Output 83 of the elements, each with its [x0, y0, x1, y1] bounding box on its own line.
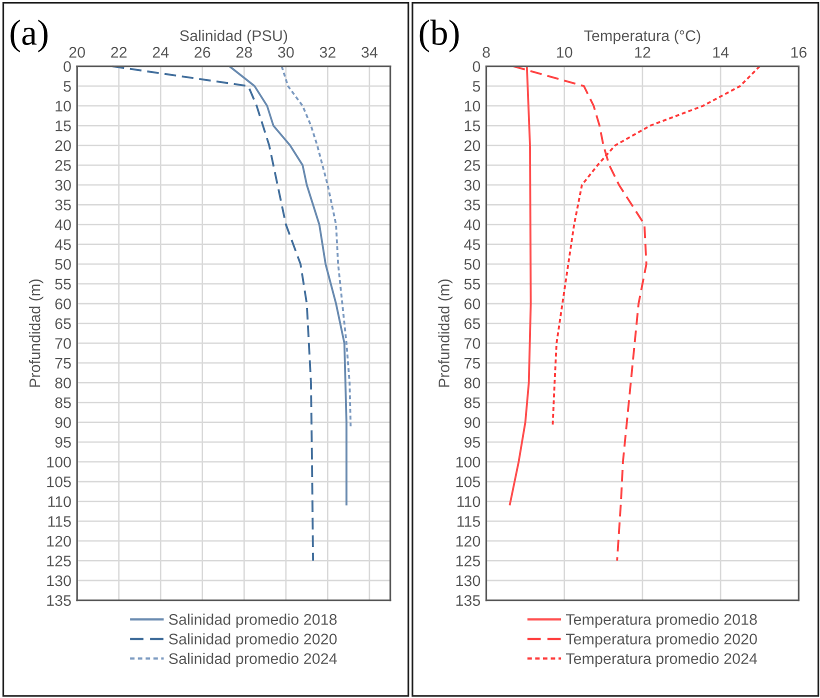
- y-tick-label: 60: [464, 298, 480, 310]
- y-tick-label: 10: [464, 100, 480, 112]
- y-tick-label: 135: [456, 595, 480, 606]
- y-tick-label: 105: [47, 476, 71, 488]
- x-tick-label: 14: [713, 47, 729, 58]
- x-tick-label: 10: [557, 46, 572, 58]
- y-tick-label: 55: [55, 278, 71, 290]
- y-tick-label: 20: [55, 140, 71, 152]
- x-tick-label: 26: [194, 46, 210, 58]
- y-tick-label: 45: [54, 239, 71, 250]
- y-axis-title: Profundidad (m): [29, 279, 44, 387]
- x-tick-label: 22: [111, 46, 127, 58]
- y-tick-label: 80: [464, 378, 480, 388]
- y-tick-label: 15: [464, 120, 480, 132]
- y-tick-label: 110: [48, 496, 71, 508]
- x-tick-label: 8: [482, 46, 490, 58]
- y-tick-label: 135: [47, 595, 71, 606]
- legend-label: Temperatura promedio 2024: [566, 652, 758, 668]
- y-tick-label: 0: [472, 61, 480, 72]
- y-axis-title: Profundidad (m): [438, 279, 452, 387]
- x-tick-label: 28: [236, 46, 252, 58]
- legend-label: Temperatura promedio 2020: [566, 633, 757, 648]
- x-tick-label: 12: [635, 46, 650, 58]
- y-tick-label: 30: [464, 180, 480, 191]
- y-tick-label: 40: [54, 219, 71, 230]
- legend-label: Salinidad promedio 2020: [168, 633, 337, 648]
- y-tick-label: 100: [456, 456, 480, 468]
- y-tick-label: 125: [47, 556, 71, 566]
- y-tick-label: 100: [47, 456, 71, 468]
- y-tick-label: 35: [55, 200, 71, 210]
- y-tick-label: 5: [64, 81, 71, 92]
- y-tick-label: 30: [55, 180, 71, 191]
- text: (a): [10, 20, 48, 52]
- x-tick-label: 24: [152, 46, 169, 58]
- y-tick-label: 50: [55, 258, 71, 270]
- y-tick-label: 45: [464, 239, 480, 250]
- y-tick-label: 0: [64, 61, 71, 72]
- line-series: [112, 65, 314, 562]
- x-axis-title: Temperatura (°C): [584, 30, 700, 44]
- y-tick-label: 15: [56, 120, 71, 132]
- legend-label: Salinidad promedio 2018: [168, 614, 337, 628]
- y-tick-label: 25: [464, 160, 480, 171]
- y-tick-label: 5: [472, 81, 480, 92]
- y-tick-label: 90: [55, 417, 71, 428]
- y-tick-label: 40: [464, 219, 480, 230]
- y-tick-label: 75: [464, 358, 480, 369]
- y-tick-label: 70: [464, 338, 480, 349]
- y-tick-label: 10: [56, 100, 71, 112]
- line-series: [228, 65, 348, 506]
- y-tick-label: 115: [48, 516, 71, 527]
- y-tick-label: 50: [464, 258, 480, 270]
- y-tick-label: 110: [458, 496, 480, 508]
- y-tick-label: 25: [55, 160, 71, 171]
- y-tick-label: 70: [55, 338, 71, 349]
- x-tick-label: 34: [362, 46, 378, 58]
- x-axis-title: Salinidad (PSU): [180, 30, 288, 44]
- text: (b): [420, 20, 459, 52]
- y-tick-label: 95: [464, 436, 480, 448]
- legend-label: Temperatura promedio 2018: [566, 614, 757, 628]
- y-tick-label: 60: [55, 298, 71, 310]
- y-tick-label: 90: [464, 417, 480, 428]
- y-tick-label: 35: [464, 200, 480, 210]
- x-tick-label: 32: [320, 46, 336, 58]
- x-tick-label: 16: [791, 46, 807, 58]
- y-tick-label: 75: [55, 358, 71, 369]
- y-tick-label: 65: [55, 318, 71, 330]
- y-tick-label: 105: [456, 476, 480, 488]
- y-tick-label: 125: [456, 556, 480, 566]
- y-tick-label: 55: [464, 278, 480, 290]
- y-tick-label: 120: [456, 536, 480, 547]
- y-tick-label: 85: [464, 397, 480, 408]
- y-tick-label: 115: [458, 516, 480, 527]
- y-tick-label: 20: [464, 140, 480, 152]
- y-tick-label: 130: [47, 575, 71, 586]
- y-tick-label: 65: [464, 318, 480, 330]
- x-tick-label: 30: [278, 46, 294, 58]
- y-tick-label: 80: [55, 378, 71, 388]
- y-tick-label: 85: [55, 397, 71, 408]
- y-tick-label: 130: [456, 575, 480, 586]
- legend-label: Salinidad promedio 2024: [168, 652, 337, 668]
- line-series: [280, 65, 352, 428]
- y-tick-label: 120: [47, 536, 71, 547]
- y-tick-label: 95: [55, 436, 71, 448]
